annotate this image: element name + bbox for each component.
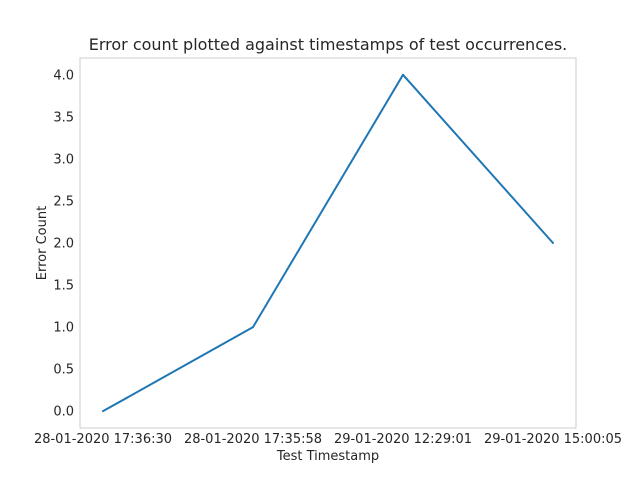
y-tick-label: 2.5 bbox=[53, 194, 74, 209]
data-point bbox=[252, 326, 254, 329]
y-tick-label: 4.0 bbox=[53, 68, 74, 83]
x-axis-label: Test Timestamp bbox=[276, 449, 379, 464]
plot-frame bbox=[79, 57, 577, 429]
data-point bbox=[402, 73, 404, 76]
y-tick-label: 2.0 bbox=[53, 237, 74, 252]
y-tick-label: 0.5 bbox=[53, 363, 74, 378]
y-tick-label: 0.0 bbox=[53, 405, 74, 420]
y-tick-label: 3.5 bbox=[53, 110, 74, 125]
x-tick-label: 28-01-2020 17:36:30 bbox=[34, 432, 172, 447]
y-axis: 0.0 0.5 1.0 1.5 2.0 2.5 3.0 3.5 4.0 bbox=[53, 68, 74, 419]
data-point bbox=[102, 410, 104, 413]
y-tick-label: 1.5 bbox=[53, 279, 74, 294]
y-axis-label: Error Count bbox=[35, 206, 50, 280]
x-tick-label: 28-01-2020 17:35:58 bbox=[184, 432, 322, 447]
chart-title: Error count plotted against timestamps o… bbox=[89, 35, 568, 54]
plot-background bbox=[80, 58, 576, 428]
x-tick-label: 29-01-2020 15:00:05 bbox=[484, 432, 622, 447]
series-line bbox=[102, 73, 554, 413]
x-axis: 28-01-2020 17:36:30 28-01-2020 17:35:58 29… bbox=[34, 432, 622, 447]
x-tick-label: 29-01-2020 12:29:01 bbox=[334, 432, 472, 447]
data-point bbox=[552, 242, 554, 244]
y-tick-label: 1.0 bbox=[53, 321, 74, 336]
series-layer bbox=[102, 73, 554, 413]
y-tick-label: 3.0 bbox=[53, 152, 74, 167]
